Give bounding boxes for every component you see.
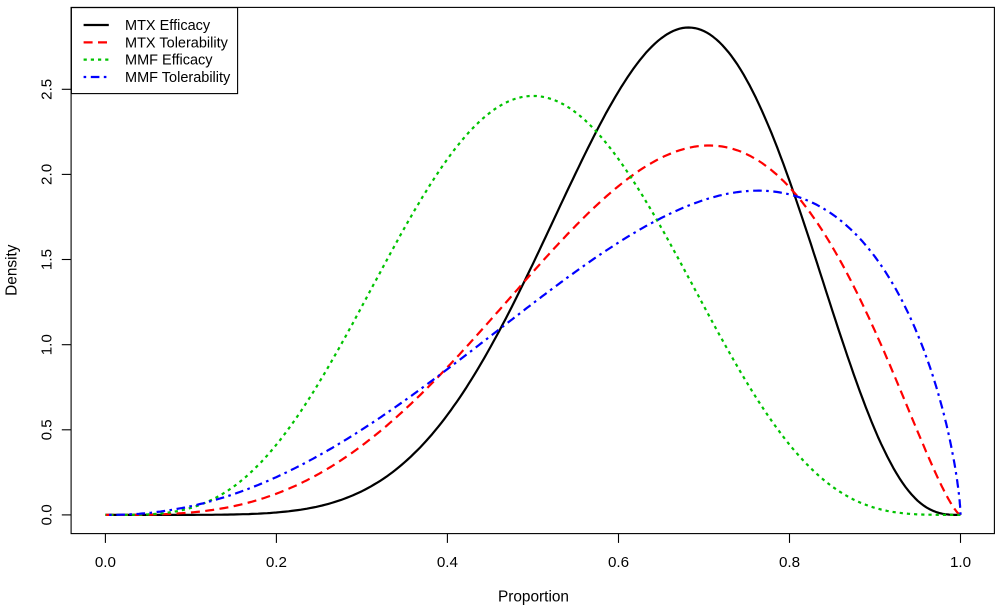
svg-text:1.0: 1.0 bbox=[950, 554, 971, 571]
svg-text:1.0: 1.0 bbox=[39, 334, 56, 355]
svg-text:0.4: 0.4 bbox=[437, 554, 458, 571]
svg-text:0.2: 0.2 bbox=[266, 554, 287, 571]
svg-text:0.5: 0.5 bbox=[39, 419, 56, 440]
svg-text:MMF Efficacy: MMF Efficacy bbox=[125, 53, 213, 69]
svg-text:2.5: 2.5 bbox=[39, 79, 56, 100]
svg-text:0.0: 0.0 bbox=[95, 554, 116, 571]
svg-text:Density: Density bbox=[4, 244, 21, 296]
svg-text:1.5: 1.5 bbox=[39, 249, 56, 270]
svg-text:2.0: 2.0 bbox=[39, 164, 56, 185]
svg-text:0.0: 0.0 bbox=[39, 504, 56, 525]
svg-text:MTX Efficacy: MTX Efficacy bbox=[125, 18, 211, 34]
svg-text:Proportion: Proportion bbox=[498, 589, 569, 606]
svg-text:0.6: 0.6 bbox=[608, 554, 629, 571]
svg-text:MMF Tolerability: MMF Tolerability bbox=[125, 70, 231, 86]
svg-text:MTX Tolerability: MTX Tolerability bbox=[125, 35, 229, 51]
svg-text:0.8: 0.8 bbox=[779, 554, 800, 571]
